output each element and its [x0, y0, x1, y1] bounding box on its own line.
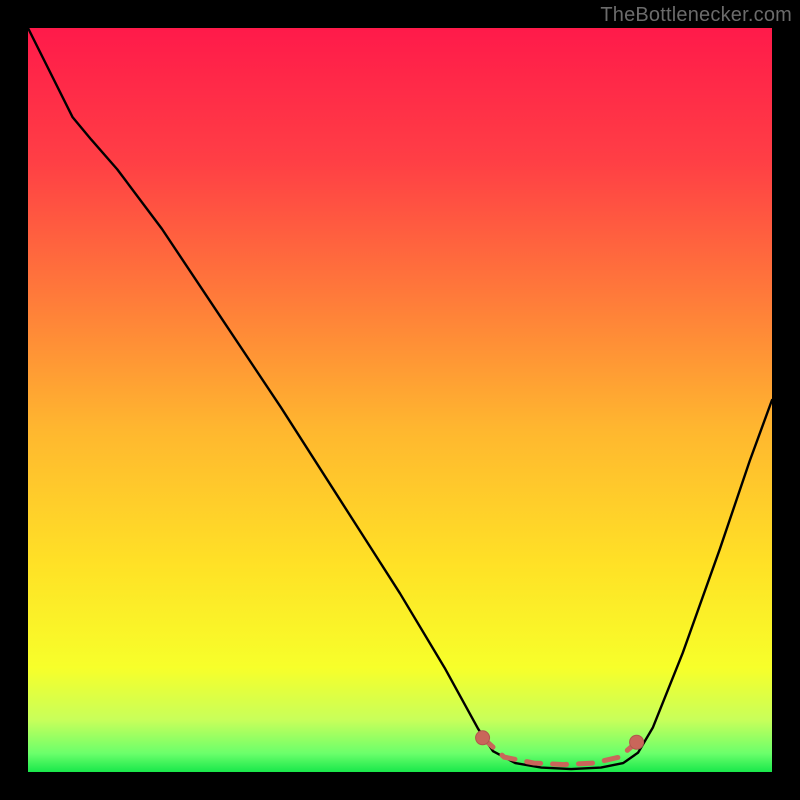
- plot-background: [28, 28, 772, 772]
- bottleneck-chart: [0, 0, 800, 800]
- watermark-text: TheBottlenecker.com: [600, 4, 792, 27]
- valley-marker-left: [476, 731, 490, 745]
- valley-marker-right: [630, 735, 644, 749]
